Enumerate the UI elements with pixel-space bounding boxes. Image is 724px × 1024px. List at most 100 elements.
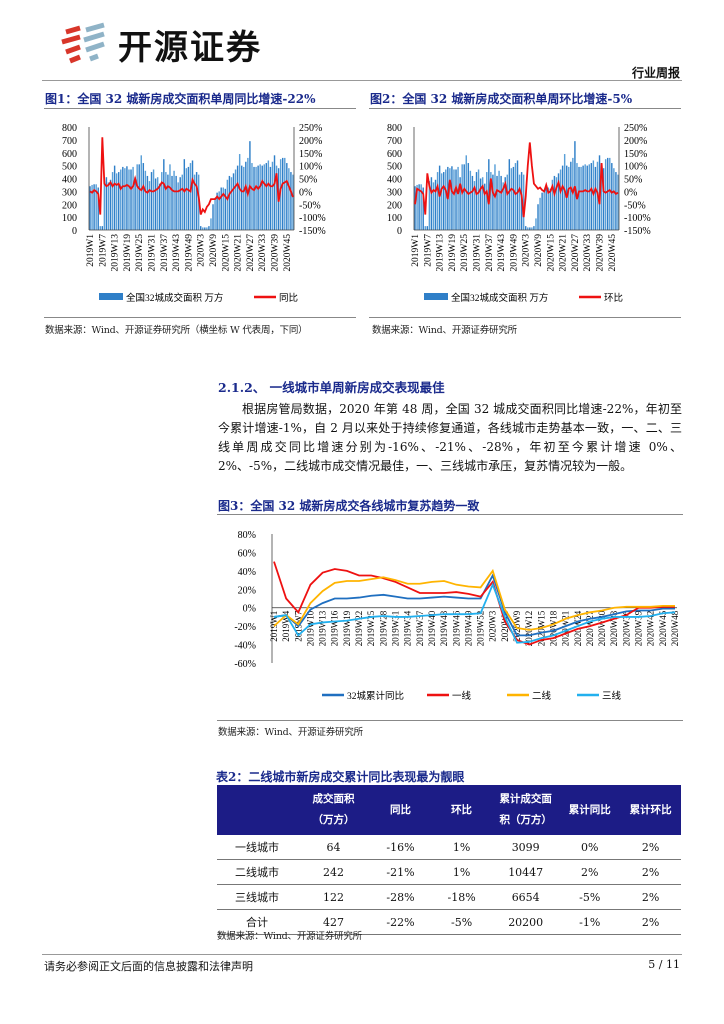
- figure1-source: 数据来源：Wind、开源证券研究所（横坐标 W 代表周，下同）: [45, 325, 308, 336]
- bar: [609, 157, 611, 230]
- y-tick-label: -60%: [234, 659, 256, 670]
- footer-disclaimer: 请务必参阅正文后面的信息披露和法律声明: [44, 960, 253, 973]
- bar: [115, 173, 118, 230]
- bar: [271, 161, 274, 230]
- bar: [208, 226, 210, 230]
- bar: [543, 191, 545, 230]
- table-cell: 10447: [492, 859, 560, 885]
- bar: [461, 164, 463, 230]
- table-header: 环比: [431, 785, 493, 835]
- bar: [502, 182, 504, 230]
- x-tick-label: 2020W12: [524, 611, 534, 647]
- bar: [167, 174, 169, 230]
- x-tick-label: 2019W19: [123, 234, 133, 272]
- legend-label: 同比: [279, 292, 298, 304]
- bar: [241, 165, 243, 230]
- bar: [146, 175, 149, 230]
- table-header: 累计环比: [620, 785, 681, 835]
- section-heading: 2.1.2、 一线城市单周新房成交表现最佳: [218, 380, 445, 395]
- y-left-tick-label: 800: [387, 123, 402, 134]
- y-left-tick-label: 100: [62, 213, 77, 224]
- y-right-tick-label: 100%: [624, 162, 647, 173]
- x-tick-label: 2020W39: [596, 234, 606, 272]
- page-number: 5 / 11: [648, 958, 680, 971]
- footer-divider: [42, 954, 682, 955]
- x-tick-label: 2019W7: [423, 234, 433, 267]
- bar: [611, 163, 613, 230]
- table-cell: 242: [297, 859, 370, 885]
- y-right-tick-label: -100%: [299, 213, 326, 224]
- x-tick-label: 2020W27: [246, 234, 256, 272]
- bar: [469, 170, 472, 230]
- bar: [113, 165, 116, 230]
- bar: [588, 164, 590, 230]
- bar: [584, 164, 586, 230]
- bar: [475, 172, 478, 230]
- x-tick-label: 2019W13: [111, 234, 121, 272]
- y-left-tick-label: 400: [387, 175, 402, 186]
- bar: [604, 159, 607, 230]
- bar: [126, 166, 128, 230]
- table-cell: 2%: [620, 884, 681, 910]
- bar: [259, 164, 261, 230]
- x-tick-label: 2019W37: [485, 234, 495, 272]
- table-cell: 2%: [620, 835, 681, 860]
- bar: [490, 172, 492, 230]
- bar: [222, 187, 224, 230]
- y-left-tick-label: 100: [387, 213, 402, 224]
- bar: [459, 177, 461, 230]
- bar: [189, 163, 192, 230]
- x-tick-label: 2019W19: [448, 234, 458, 272]
- bar: [138, 164, 140, 230]
- x-tick-label: 2020W45: [608, 234, 618, 272]
- y-right-tick-label: 0%: [624, 187, 637, 198]
- bar: [510, 168, 513, 230]
- bar: [148, 181, 151, 230]
- bar: [527, 227, 529, 230]
- bar: [204, 227, 206, 230]
- bar: [257, 165, 259, 230]
- bar: [230, 177, 233, 230]
- y-tick-label: 0%: [243, 604, 256, 615]
- bar: [582, 165, 584, 230]
- x-tick-label: 2020W48: [670, 610, 680, 646]
- bar: [537, 204, 539, 230]
- bar: [243, 166, 245, 230]
- bar: [473, 181, 476, 230]
- bar: [451, 166, 453, 230]
- table-source: 数据来源：Wind、开源证券研究所: [217, 931, 362, 942]
- x-tick-label: 2019W16: [330, 610, 340, 646]
- y-tick-label: 20%: [238, 585, 256, 596]
- y-tick-label: -40%: [234, 641, 256, 652]
- bar: [103, 181, 106, 230]
- line-series-环比: [414, 142, 619, 218]
- bar: [163, 159, 165, 230]
- figure3-title: 图3：全国 32 城新房成交各线城市复苏趋势一致: [218, 499, 480, 513]
- x-tick-label: 2020W9: [512, 610, 522, 641]
- bar: [426, 226, 429, 230]
- legend-label: 一线: [452, 690, 472, 702]
- x-tick-label: 2020W15: [221, 234, 231, 272]
- x-tick-label: 2019W43: [439, 610, 449, 646]
- legend-label: 32城累计同比: [347, 690, 404, 702]
- x-tick-label: 2020W15: [546, 234, 556, 272]
- bar: [506, 174, 508, 230]
- x-tick-label: 2019W22: [354, 611, 364, 647]
- x-tick-label: 2020W3: [488, 610, 498, 641]
- bar: [508, 159, 511, 230]
- y-right-tick-label: -100%: [624, 213, 651, 224]
- x-tick-label: 2020W33: [258, 234, 268, 272]
- table-cell: 3099: [492, 835, 560, 860]
- bar: [477, 169, 480, 230]
- bar: [132, 166, 134, 230]
- y-left-tick-label: 700: [387, 136, 402, 147]
- table-cell: 0%: [559, 835, 621, 860]
- bar: [615, 172, 617, 230]
- bar: [165, 172, 167, 230]
- y-right-tick-label: -50%: [624, 200, 646, 211]
- bar: [522, 174, 525, 230]
- bar: [284, 157, 286, 230]
- bar: [99, 226, 101, 230]
